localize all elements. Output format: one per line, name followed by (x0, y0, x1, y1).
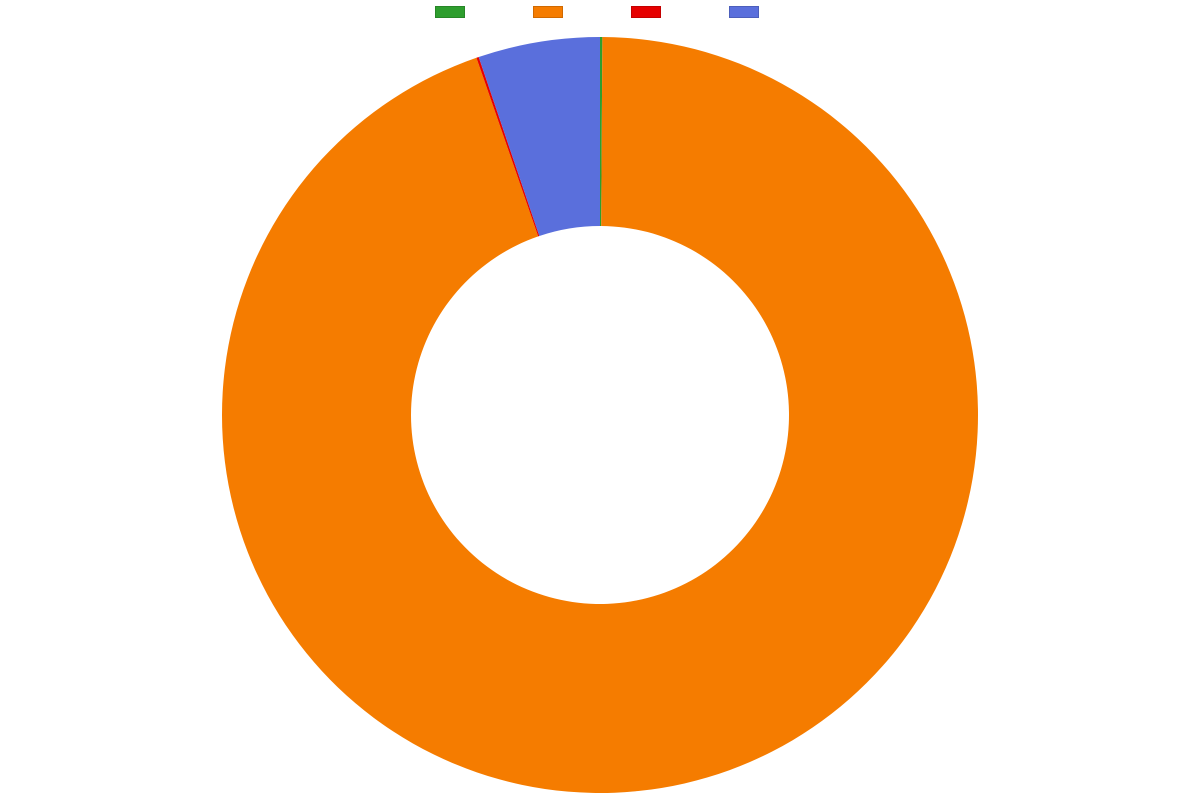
legend-swatch-2 (631, 6, 661, 18)
legend-swatch-0 (435, 6, 465, 18)
legend-item-1 (533, 6, 569, 18)
legend-swatch-1 (533, 6, 563, 18)
donut-svg (0, 30, 1200, 800)
legend (0, 6, 1200, 18)
legend-item-3 (729, 6, 765, 18)
legend-item-0 (435, 6, 471, 18)
donut-slices (222, 37, 978, 793)
donut-chart (0, 30, 1200, 800)
legend-item-2 (631, 6, 667, 18)
legend-swatch-3 (729, 6, 759, 18)
chart-stage (0, 0, 1200, 800)
